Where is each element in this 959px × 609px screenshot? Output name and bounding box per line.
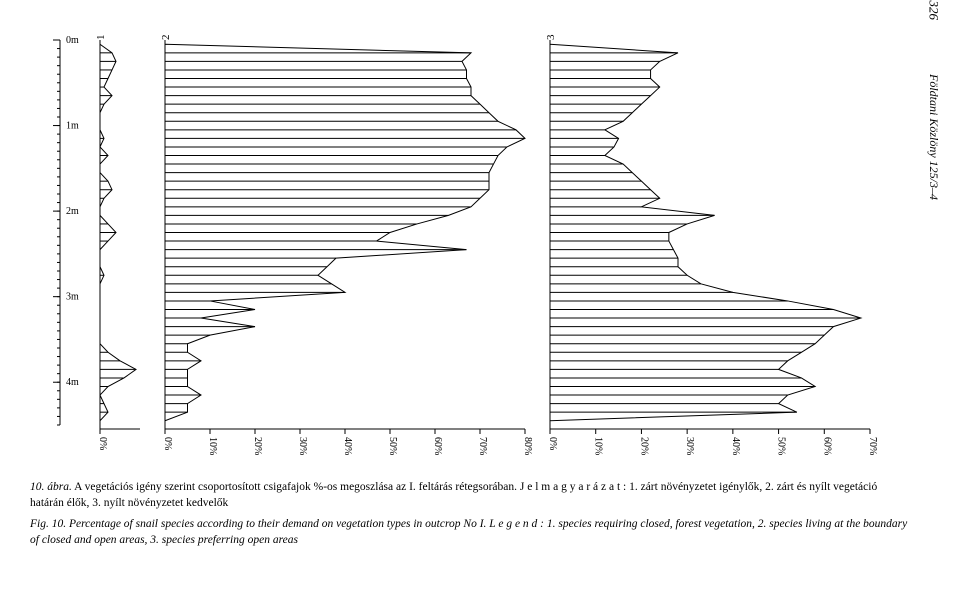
caption-en-lead: Fig. 10.: [30, 518, 66, 530]
svg-text:0%: 0%: [162, 437, 173, 450]
caption-hu-body: A vegetációs igény szerint csoportosítot…: [30, 481, 877, 509]
svg-text:40%: 40%: [730, 437, 741, 455]
caption-english: Fig. 10. Percentage of snail species acc…: [30, 517, 910, 548]
svg-text:40%: 40%: [342, 437, 353, 455]
svg-text:80%: 80%: [522, 437, 533, 455]
svg-text:20%: 20%: [252, 437, 263, 455]
caption-hu-lead: 10. ábra.: [30, 481, 72, 493]
svg-text:20%: 20%: [638, 437, 649, 455]
svg-text:70%: 70%: [867, 437, 878, 455]
figure-10-chart: 0m1m2m3m4m10%20%10%20%30%40%50%60%70%80%…: [30, 30, 900, 460]
svg-text:30%: 30%: [684, 437, 695, 455]
figure-caption: 10. ábra. A vegetációs igény szerint cso…: [30, 480, 910, 554]
journal-title: Földtani Közlöny 125/3–4: [926, 74, 941, 200]
svg-text:10%: 10%: [593, 437, 604, 455]
svg-text:2m: 2m: [66, 206, 79, 217]
svg-text:0m: 0m: [66, 35, 79, 46]
svg-text:2: 2: [160, 35, 172, 41]
svg-text:60%: 60%: [821, 437, 832, 455]
svg-text:0%: 0%: [547, 437, 558, 450]
svg-text:4m: 4m: [66, 377, 79, 388]
svg-text:3m: 3m: [66, 292, 79, 303]
svg-text:70%: 70%: [477, 437, 488, 455]
svg-text:0%: 0%: [97, 437, 108, 450]
caption-en-body: Percentage of snail species according to…: [30, 518, 907, 546]
svg-text:50%: 50%: [387, 437, 398, 455]
svg-text:50%: 50%: [776, 437, 787, 455]
svg-text:1m: 1m: [66, 121, 79, 132]
page-number: 326: [925, 1, 941, 21]
svg-text:3: 3: [545, 34, 557, 40]
svg-text:60%: 60%: [432, 437, 443, 455]
caption-hungarian: 10. ábra. A vegetációs igény szerint cso…: [30, 480, 910, 511]
svg-text:1: 1: [95, 35, 107, 41]
svg-text:10%: 10%: [207, 437, 218, 455]
svg-text:30%: 30%: [297, 437, 308, 455]
